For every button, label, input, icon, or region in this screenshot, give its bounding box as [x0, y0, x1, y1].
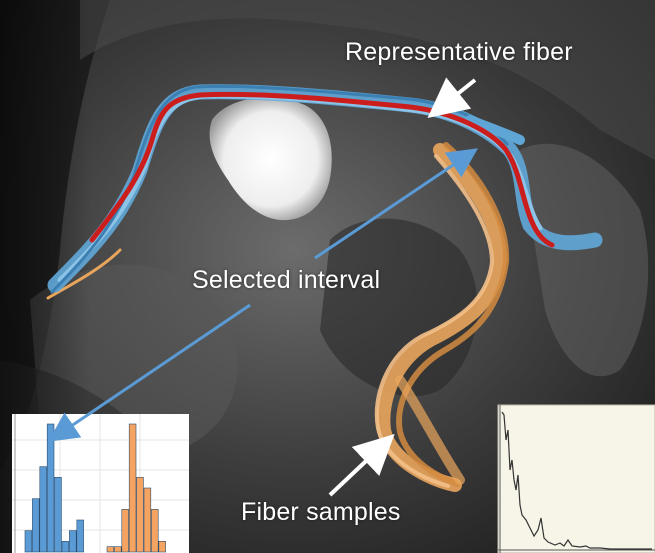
histogram-blue-bar-4: [46, 423, 55, 553]
histogram-orange-bar-5: [136, 477, 144, 553]
histogram-orange-series: [106, 423, 166, 553]
selected-interval-arrow-upper: [314, 148, 478, 260]
fiber-bundles: [46, 84, 603, 492]
histogram-orange-bar-2: [114, 546, 122, 553]
fiber-samples-arrow: [328, 434, 395, 497]
profile-curve: [501, 411, 652, 550]
fiber-samples-label: Fiber samples: [241, 498, 401, 526]
annotation-arrows: [48, 77, 478, 497]
histogram-blue-bar-5: [54, 477, 62, 553]
histogram-blue-bar-6: [61, 541, 70, 553]
histogram-orange-bar-4: [128, 423, 137, 553]
histogram-orange-bar-8: [158, 541, 166, 553]
histogram-orange-bar-7: [151, 509, 159, 553]
ventricle-region: [209, 97, 332, 221]
histogram-blue-bar-7: [69, 530, 77, 553]
histogram-panel: [12, 414, 189, 553]
profile-plot-panel: [497, 404, 655, 553]
histogram-orange-bar-3: [121, 509, 129, 553]
histogram-orange-bar-6: [143, 487, 152, 553]
selected-interval-arrow-lower: [48, 303, 251, 442]
histogram-orange-bar-1: [106, 546, 115, 553]
representative-fiber-arrow: [427, 77, 477, 118]
representative-fiber-path: [89, 91, 555, 248]
histogram-blue-bar-3: [39, 466, 47, 553]
histogram-blue-series: [24, 423, 84, 553]
representative-fiber-label: Representative fiber: [345, 38, 573, 66]
histogram-blue-bar-1: [24, 530, 33, 553]
histogram-blue-bar-8: [76, 519, 84, 553]
selected-interval-label: Selected interval: [192, 266, 381, 294]
histogram-blue-bar-2: [32, 498, 40, 553]
